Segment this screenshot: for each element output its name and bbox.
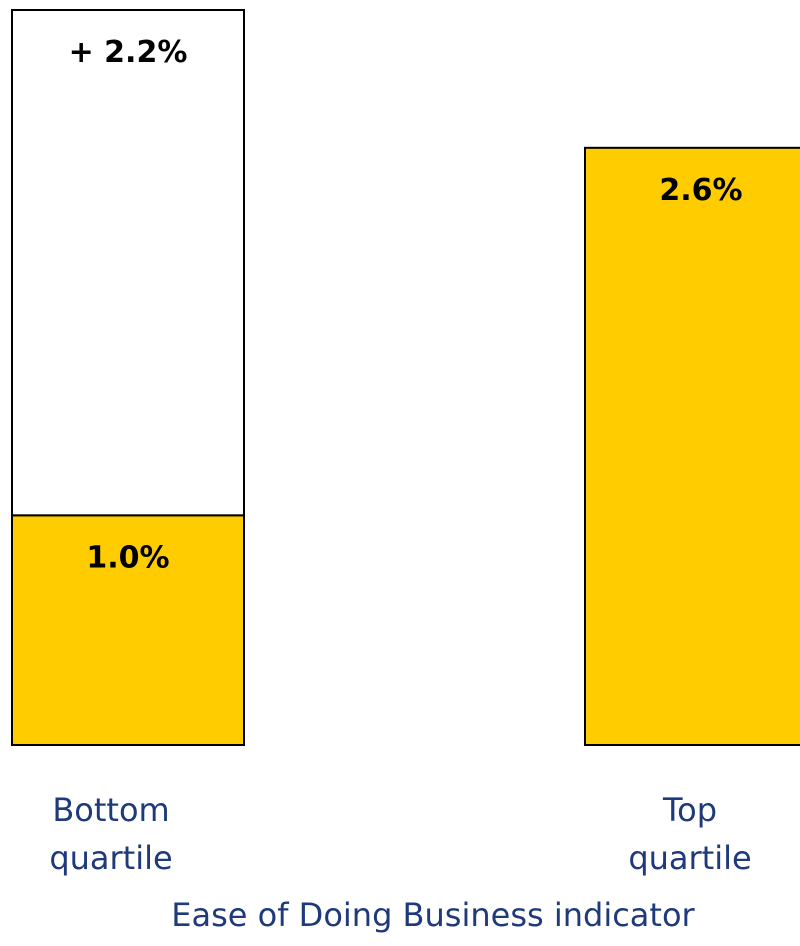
- bar-value-label: 1.0%: [86, 540, 169, 575]
- category-label: quartile: [628, 839, 751, 877]
- category-labels-layer: Bottom quartile Top quartile: [49, 791, 751, 877]
- bar-segment: [584, 146, 800, 746]
- bars-layer: [11, 9, 800, 746]
- category-label: Bottom: [52, 791, 169, 829]
- category-label: Top: [662, 791, 717, 829]
- bar-segment: [11, 514, 245, 746]
- bar-value-label: 2.6%: [659, 173, 742, 208]
- bar-segment: [11, 9, 245, 517]
- category-label: quartile: [49, 839, 172, 877]
- bar-value-label: + 2.2%: [69, 35, 188, 70]
- x-axis-title: Ease of Doing Business indicator: [171, 896, 695, 934]
- bar-labels-layer: 1.0% + 2.2% 2.6%: [69, 35, 743, 575]
